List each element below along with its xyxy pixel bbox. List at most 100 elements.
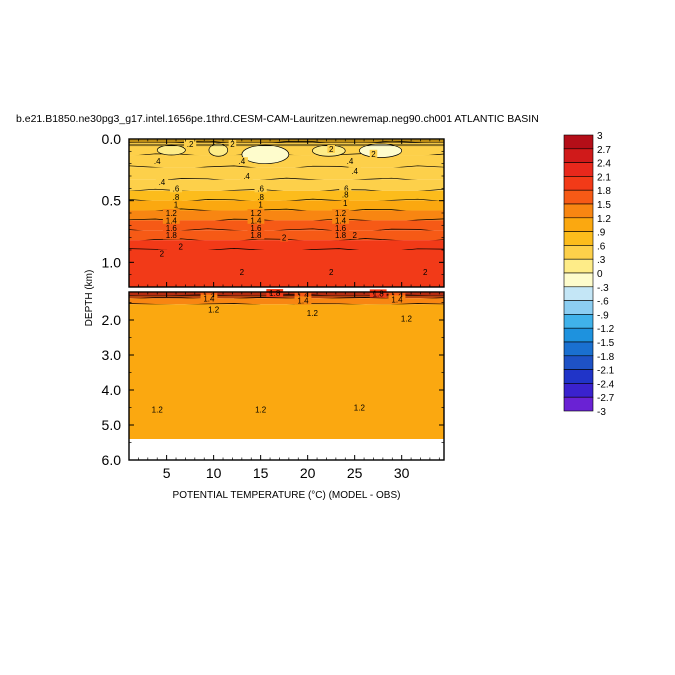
panel-upper-contour-label-bg-17 bbox=[256, 200, 265, 209]
panel-lower-contour-label-12: 1.2 bbox=[255, 405, 267, 414]
panel-upper-ytick-label-0: 0.0 bbox=[102, 131, 122, 147]
panel-upper-contour-label-14: .8 bbox=[257, 193, 264, 202]
panel-lower-contour-label-bg-11 bbox=[148, 405, 166, 414]
colorbar-swatch-9 bbox=[563, 258, 594, 274]
panel-upper-contour-label-bg-4 bbox=[151, 157, 164, 166]
panel-upper-contour-label-26: 1.6 bbox=[250, 224, 262, 233]
panel-upper-contour-label-4: .4 bbox=[154, 157, 161, 166]
panel-lower-ytick-label-4: 6.0 bbox=[102, 452, 122, 468]
panel-upper-contour-label-bg-21 bbox=[332, 209, 349, 217]
panel-upper-contour-label-bg-10 bbox=[169, 184, 183, 193]
panel-upper-layer-7 bbox=[129, 210, 444, 221]
panel-upper-contour-label-bg-37 bbox=[421, 268, 429, 277]
colorbar-label-0: 3 bbox=[597, 131, 603, 142]
panel-upper-contour-label-7: .4 bbox=[159, 178, 166, 187]
colorbar-label-15: -1.5 bbox=[597, 338, 615, 349]
panel-upper-contour-label-12: .6 bbox=[342, 184, 349, 193]
panel-lower-contour-label-bg-12 bbox=[252, 405, 270, 414]
panel-lower-contour-label-11: 1.2 bbox=[152, 405, 164, 414]
xtick-label-2: 15 bbox=[253, 465, 269, 481]
panel-upper-contour-label-bg-32 bbox=[280, 233, 288, 242]
panel-upper-contour-label-bg-0 bbox=[184, 139, 197, 148]
colorbar-swatch-10 bbox=[563, 272, 594, 288]
panel-upper-layer-10 bbox=[129, 240, 444, 250]
panel-upper-layer-8 bbox=[129, 220, 444, 231]
colorbar-label-10: 0 bbox=[597, 269, 603, 280]
panel-upper-contour-line-3 bbox=[128, 177, 445, 182]
panel-lower-ytick-label-3: 5.0 bbox=[102, 417, 122, 433]
colorbar-swatch-13 bbox=[563, 314, 594, 329]
panel-upper-contour-label-25: 1.6 bbox=[166, 224, 178, 233]
colorbar-swatch-2 bbox=[563, 162, 594, 177]
panel-upper-contour-label-22: 1.4 bbox=[166, 216, 178, 225]
panel-upper-contour-label-36: 2 bbox=[329, 268, 334, 277]
panel-upper-contour-label-24: 1.4 bbox=[335, 216, 347, 225]
panel-upper-contour-label-28: 1.8 bbox=[166, 231, 178, 240]
panel-upper-contour-label-bg-27 bbox=[332, 223, 349, 232]
colorbar-label-9: .3 bbox=[597, 255, 606, 266]
panel-upper-layer-2 bbox=[129, 155, 444, 168]
xtick-label-3: 20 bbox=[300, 465, 316, 481]
panel-lower-ytick-label-1: 3.0 bbox=[102, 347, 122, 363]
panel-lower-frame bbox=[128, 291, 445, 461]
panel-upper-contour-label-bg-30 bbox=[332, 231, 349, 240]
panel-upper-contour-label-19: 1.2 bbox=[166, 209, 178, 218]
panel-lower-contour-label-5: 1.4 bbox=[203, 295, 215, 304]
panel-lower-ytick-label-0: 2.0 bbox=[102, 312, 122, 328]
panel-lower-layer-3 bbox=[129, 304, 444, 439]
panel-lower-contour-label-bg-5 bbox=[200, 294, 218, 303]
panel-upper-contour-label-32: 2 bbox=[282, 234, 287, 243]
panel-upper-contour-label-bg-12 bbox=[339, 184, 352, 193]
panel-upper-contour-label-16: 1 bbox=[174, 200, 179, 209]
panel-lower-contour-label-bg-8 bbox=[205, 305, 223, 314]
panel-upper-contour-label-31: 2 bbox=[178, 242, 183, 251]
panel-upper-contour-label-9: .4 bbox=[351, 167, 358, 176]
panel-lower-contour-label-9: 1.2 bbox=[307, 309, 319, 318]
colorbar-swatch-17 bbox=[563, 369, 594, 384]
y-axis-label: DEPTH (km) bbox=[84, 270, 95, 327]
panel-upper-contour-label-23: 1.4 bbox=[250, 216, 262, 225]
panel-upper-contour-label-15: .8 bbox=[342, 191, 349, 200]
panel-lower-contour-label-bg-10 bbox=[397, 314, 415, 323]
panel-upper-patch-0 bbox=[156, 144, 186, 156]
colorbar-swatch-16 bbox=[563, 355, 594, 370]
panel-upper-layer-5 bbox=[129, 190, 444, 201]
colorbar-swatch-15 bbox=[563, 341, 594, 357]
panel-upper-contour-label-bg-8 bbox=[240, 172, 253, 180]
panel-lower-layer-2 bbox=[129, 298, 444, 305]
chart-title: b.e21.B1850.ne30pg3_g17.intel.1656pe.1th… bbox=[16, 113, 539, 125]
colorbar-label-2: 2.4 bbox=[597, 159, 611, 170]
colorbar-label-17: -2.1 bbox=[597, 366, 615, 377]
panel-upper-contour-label-bg-18 bbox=[341, 199, 350, 208]
panel-lower-contour-label-7: 1.4 bbox=[391, 295, 403, 304]
panel-upper-contour-label-bg-3 bbox=[369, 149, 378, 158]
panel-upper-contour-label-34: 2 bbox=[160, 250, 165, 259]
panel-upper-contour-label-bg-2 bbox=[327, 144, 335, 153]
colorbar-swatch-14 bbox=[563, 327, 594, 343]
colorbar-swatch-5 bbox=[563, 203, 594, 219]
xtick-label-0: 5 bbox=[163, 465, 171, 481]
colorbar-label-19: -2.7 bbox=[597, 393, 615, 404]
panel-upper-contour-label-18: 1 bbox=[343, 199, 348, 208]
panel-upper-contour-label-2: 2 bbox=[329, 145, 334, 154]
panel-upper-contour-label-10: .6 bbox=[173, 184, 180, 193]
colorbar-swatch-8 bbox=[563, 245, 594, 260]
panel-upper-layer-4 bbox=[129, 179, 444, 191]
colorbar-swatch-18 bbox=[563, 383, 594, 398]
panel-upper-patch-2 bbox=[241, 144, 290, 165]
panel-upper-contour-label-13: .8 bbox=[173, 193, 180, 202]
colorbar-label-6: 1.2 bbox=[597, 214, 611, 225]
panel-upper-contour-label-17: 1 bbox=[258, 200, 263, 209]
panel-upper-contour-label-20: 1.2 bbox=[250, 209, 262, 218]
panel-lower-contour-label-10: 1.2 bbox=[401, 314, 413, 323]
panel-upper-contour-label-bg-9 bbox=[348, 167, 361, 176]
panel-upper-contour-label-35: 2 bbox=[240, 268, 245, 277]
panel-upper-contour-label-1: 2 bbox=[230, 140, 235, 149]
panel-upper-contour-label-bg-5 bbox=[235, 157, 248, 166]
panel-lower-contour-label-bg-13 bbox=[350, 403, 368, 412]
panel-upper-contour-label-bg-20 bbox=[247, 209, 265, 217]
x-axis-label: POTENTIAL TEMPERATURE (°C) (MODEL - OBS) bbox=[173, 490, 401, 501]
panel-upper-contour-label-bg-29 bbox=[247, 231, 265, 240]
panel-upper-contour-label-30: 1.8 bbox=[335, 231, 347, 240]
